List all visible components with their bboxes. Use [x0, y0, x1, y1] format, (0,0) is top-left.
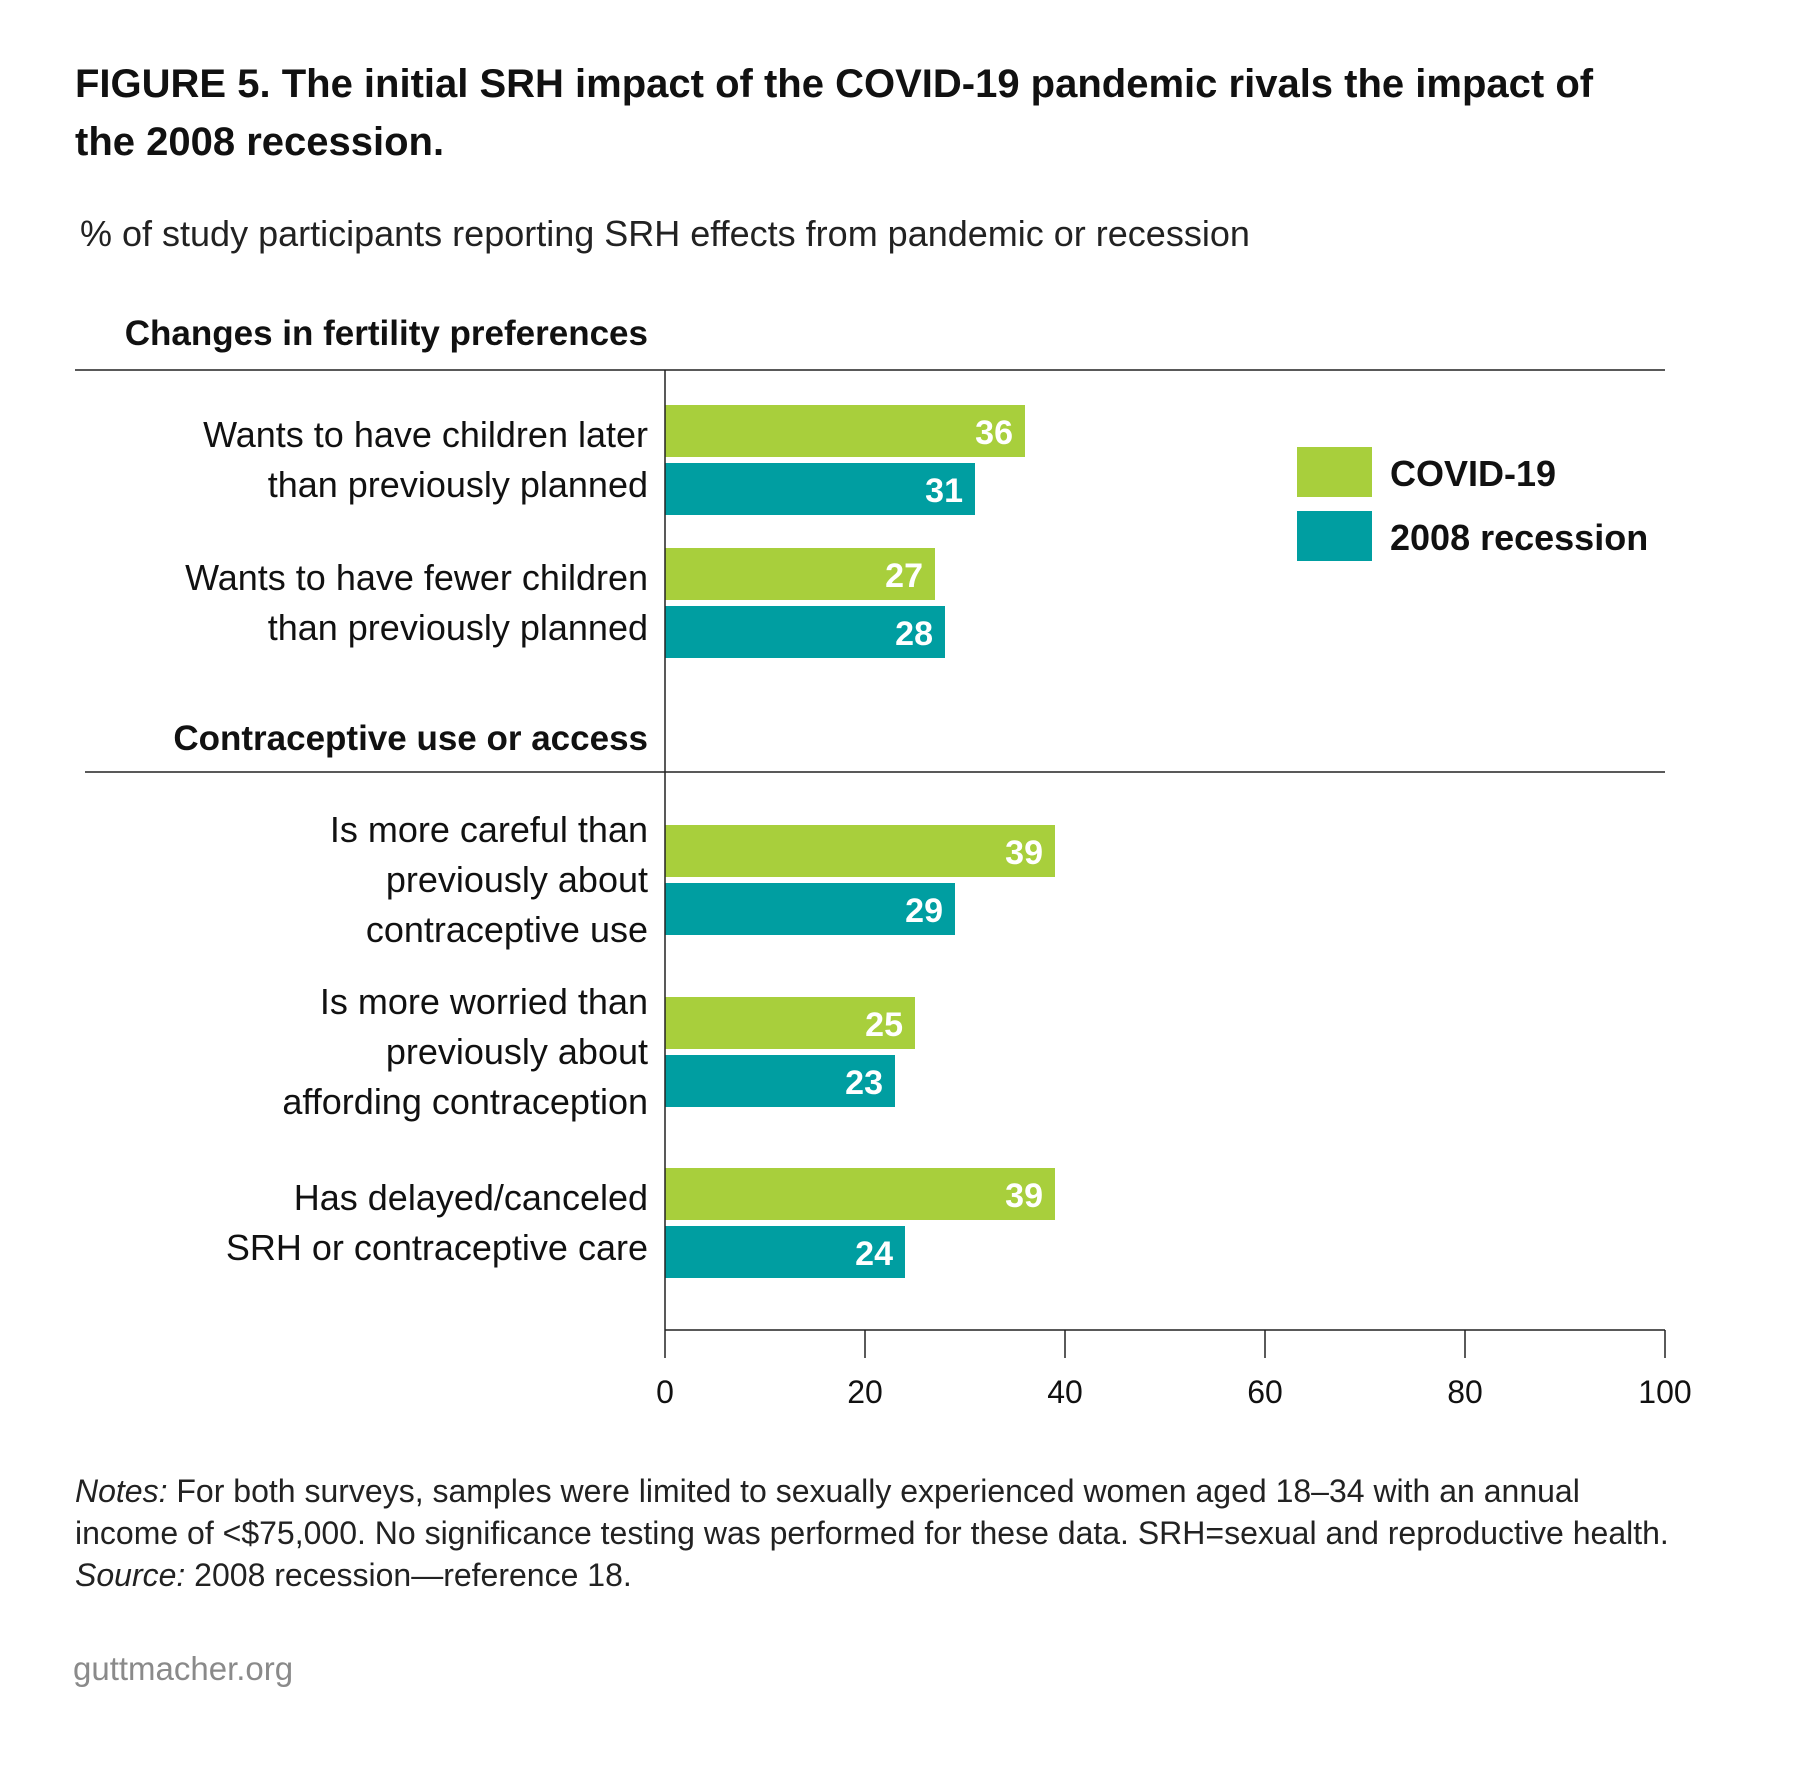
- legend-swatch-covid: [1297, 447, 1372, 497]
- bar-covid: [665, 1168, 1055, 1220]
- x-tick-label: 40: [1047, 1374, 1083, 1410]
- category-label: contraceptive use: [366, 909, 648, 950]
- footer-url: guttmacher.org: [73, 1650, 294, 1687]
- x-tick-label: 100: [1638, 1374, 1691, 1410]
- value-label-covid: 39: [1005, 834, 1043, 872]
- category-label: affording contraception: [282, 1081, 648, 1122]
- category-label: Is more worried than: [320, 981, 648, 1022]
- notes: Notes: For both surveys, samples were li…: [75, 1470, 1675, 1596]
- category-label: than previously planned: [268, 464, 648, 505]
- category-label: than previously planned: [268, 607, 648, 648]
- value-label-covid: 39: [1005, 1177, 1043, 1215]
- category-label: Wants to have fewer children: [185, 557, 648, 598]
- value-label-recession: 24: [855, 1235, 893, 1273]
- value-label-recession: 28: [895, 615, 933, 653]
- bar-recession: [665, 463, 975, 515]
- legend-label-covid: COVID-19: [1390, 453, 1556, 494]
- category-label: Has delayed/canceled: [294, 1177, 648, 1218]
- bar-recession: [665, 606, 945, 658]
- source-label: Source:: [75, 1557, 186, 1593]
- category-label: previously about: [386, 859, 648, 900]
- x-tick-label: 0: [656, 1374, 674, 1410]
- value-label-covid: 36: [975, 414, 1013, 452]
- x-tick-label: 80: [1447, 1374, 1483, 1410]
- bar-recession: [665, 883, 955, 935]
- chart-subtitle: % of study participants reporting SRH ef…: [80, 213, 1250, 254]
- value-label-covid: 25: [865, 1006, 903, 1044]
- bar-covid: [665, 825, 1055, 877]
- value-label-covid: 27: [885, 557, 923, 595]
- value-label-recession: 29: [905, 892, 943, 930]
- section-title: Changes in fertility preferences: [125, 314, 648, 353]
- value-label-recession: 31: [925, 472, 963, 510]
- category-label: previously about: [386, 1031, 648, 1072]
- category-label: Wants to have children later: [203, 414, 648, 455]
- x-tick-label: 20: [847, 1374, 883, 1410]
- bar-covid: [665, 548, 935, 600]
- source-text: 2008 recession—reference 18.: [185, 1557, 632, 1593]
- x-tick-label: 60: [1247, 1374, 1283, 1410]
- bar-recession: [665, 1055, 895, 1107]
- category-label: SRH or contraceptive care: [226, 1227, 648, 1268]
- section-title: Contraceptive use or access: [173, 719, 648, 758]
- category-label: Is more careful than: [330, 809, 648, 850]
- bar-covid: [665, 405, 1025, 457]
- value-label-recession: 23: [845, 1064, 883, 1102]
- notes-text: For both surveys, samples were limited t…: [75, 1473, 1669, 1551]
- bar-covid: [665, 997, 915, 1049]
- chart-title: FIGURE 5. The initial SRH impact of the …: [75, 62, 1594, 164]
- legend-swatch-recession: [1297, 511, 1372, 561]
- legend-label-recession: 2008 recession: [1390, 517, 1648, 558]
- bar-recession: [665, 1226, 905, 1278]
- notes-label: Notes:: [75, 1473, 168, 1509]
